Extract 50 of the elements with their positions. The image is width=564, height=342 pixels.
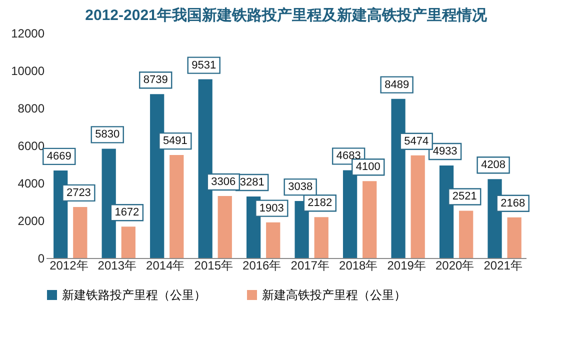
x-tick-label: 2019年 (387, 258, 426, 272)
data-label: 2723 (66, 186, 91, 199)
bar (73, 206, 88, 258)
bar (507, 217, 522, 258)
bar (410, 155, 425, 258)
data-label: 1903 (259, 202, 284, 214)
bar (266, 222, 280, 258)
bar (459, 210, 474, 258)
data-label: 4669 (46, 150, 72, 162)
data-label: 8489 (384, 78, 410, 91)
data-label: 1672 (114, 206, 140, 219)
x-tick-label: 2020年 (435, 258, 474, 272)
x-tick-label: 2015年 (194, 258, 233, 272)
bar (314, 217, 328, 258)
legend-label: 新建铁路投产里程（公里） (62, 288, 206, 302)
chart-title: 2012-2021年我国新建铁路投产里程及新建高铁投产里程情况 (85, 6, 488, 24)
data-label: 9531 (192, 59, 216, 72)
x-tick-label: 2016年 (242, 258, 282, 272)
data-label: 2521 (452, 190, 477, 203)
y-tick-label: 10000 (11, 64, 45, 78)
data-label: 3281 (240, 176, 264, 188)
data-label: 4208 (481, 159, 506, 172)
y-tick-label: 12000 (11, 26, 45, 40)
bar (121, 226, 136, 258)
data-label: 5830 (95, 128, 120, 141)
y-tick-label: 0 (38, 252, 45, 266)
x-tick-label: 2018年 (339, 258, 378, 272)
x-tick-label: 2021年 (484, 258, 522, 272)
legend-label: 新建高铁投产里程（公里） (262, 288, 406, 302)
y-tick-label: 2000 (18, 214, 45, 228)
bar (362, 181, 377, 258)
data-label: 4100 (356, 161, 380, 174)
data-label: 5474 (404, 135, 429, 148)
data-label: 2168 (500, 197, 526, 210)
x-tick-label: 2017年 (290, 258, 330, 272)
data-label: 4683 (336, 150, 361, 162)
y-tick-label: 4000 (18, 176, 45, 190)
data-label: 5491 (162, 135, 188, 148)
y-tick-label: 6000 (18, 139, 45, 153)
x-tick-label: 2014年 (146, 258, 185, 272)
data-label: 3306 (211, 176, 236, 188)
data-label: 3038 (288, 181, 313, 194)
x-tick-label: 2012年 (50, 258, 88, 272)
bar (218, 196, 232, 258)
data-label: 8739 (143, 74, 168, 86)
x-tick-label: 2013年 (98, 258, 137, 272)
data-label: 2182 (308, 197, 332, 210)
y-tick-label: 8000 (18, 102, 45, 116)
data-label: 4933 (432, 146, 458, 158)
bar (170, 155, 184, 258)
